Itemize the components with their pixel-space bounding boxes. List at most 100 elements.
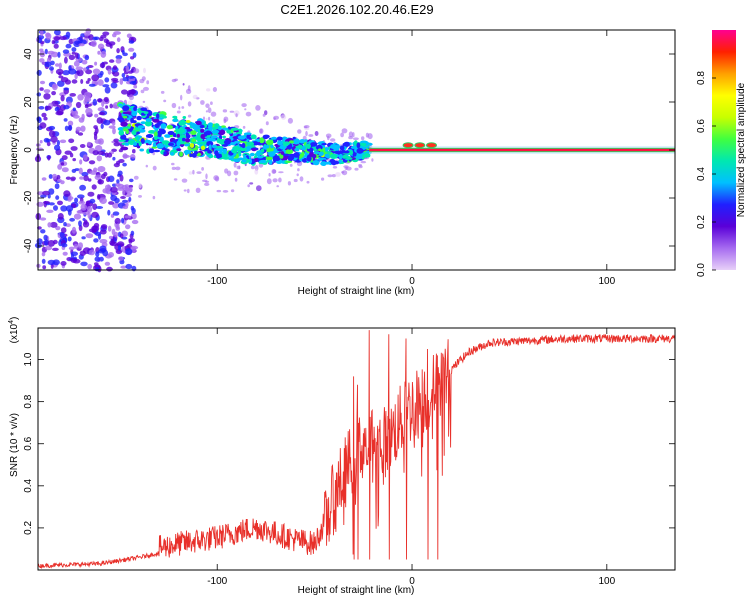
spectrogram-cell [80, 125, 86, 132]
spectrogram-cell [79, 176, 84, 180]
spectrogram-cell [94, 145, 103, 152]
spectrogram-cell [293, 178, 298, 183]
spectrogram-cell [128, 197, 132, 202]
spectrogram-cell [36, 238, 43, 245]
spectrogram-cell [151, 146, 158, 149]
spectrogram-cell [55, 226, 61, 231]
spectrogram-x-ticks: -100 0 100 [207, 30, 616, 287]
snr-frame [37, 327, 676, 571]
spectrogram-cell [94, 36, 100, 41]
spectrogram-cell [76, 69, 84, 77]
spectrogram-cell [73, 40, 81, 48]
spectrogram-cell [324, 147, 329, 152]
spectrogram-cell [221, 144, 228, 147]
spectrogram-cell [200, 128, 205, 133]
spectrogram-cell [60, 77, 69, 83]
spectrogram-cell [190, 130, 197, 136]
spectrogram-cell [356, 142, 361, 149]
spectrogram-cell [73, 60, 80, 67]
spectrogram-cell [116, 179, 120, 184]
spectrogram-cell [237, 135, 246, 140]
spectrogram-cell [129, 81, 137, 85]
spectrogram-cell [172, 115, 178, 119]
spectrogram-cell [52, 247, 59, 251]
spectrogram-cell [273, 115, 279, 120]
spectrogram-cell [244, 108, 247, 111]
spectrogram-cell [120, 196, 126, 199]
spectrogram-cell [108, 235, 114, 240]
spectrogram-cell [233, 140, 241, 144]
spectrogram-cell [132, 120, 137, 124]
spectrogram-cell [44, 61, 52, 68]
spectrogram-cell [62, 49, 70, 54]
spectrogram-cell [258, 159, 267, 164]
spectrogram-cell [335, 172, 341, 177]
spectrogram-cell [97, 50, 101, 55]
spectrogram-cell [100, 224, 108, 230]
spectrogram-cell [96, 98, 103, 103]
spectrogram-cell [69, 93, 76, 97]
spectrogram-cell [108, 201, 115, 205]
spectrogram-cell [50, 221, 58, 228]
spectrogram-cell [112, 121, 116, 126]
spectrogram-cell [341, 128, 348, 134]
spectrogram-cell [120, 146, 129, 151]
spectrogram-cell [65, 176, 71, 180]
spectrogram-cell [287, 117, 293, 124]
spectrogram-cell [371, 158, 374, 162]
spectrogram-cell [354, 167, 359, 171]
spectrogram-cell [77, 209, 83, 214]
spectrogram-cell [102, 84, 110, 88]
spectrogram-cell [257, 155, 264, 159]
spectrogram-cell [183, 149, 192, 155]
spectrogram-cell [187, 85, 191, 92]
spectrogram-cell [43, 200, 50, 205]
spectrogram-cell [67, 124, 73, 131]
spectrogram-cell [224, 168, 229, 174]
spectrogram-cell [71, 226, 77, 234]
spectrogram-cell [199, 124, 205, 129]
spectrogram-cell [122, 189, 126, 196]
spectrogram-cell [81, 113, 85, 121]
spectrogram-cell [204, 180, 210, 183]
spectrogram-cell [348, 136, 353, 140]
spectrogram-cell [191, 152, 197, 158]
spectrogram-cell [95, 206, 104, 209]
spectrogram-cell [113, 142, 121, 147]
spectrogram-cell [289, 154, 295, 160]
spectrogram-cell [65, 43, 72, 49]
spectrogram-cell [234, 177, 238, 182]
spectrogram-cell [322, 147, 326, 153]
spectrogram-cell [133, 106, 137, 111]
spectrogram-cell [109, 103, 113, 109]
spectrogram-cell [158, 114, 165, 118]
spectrogram-cell [70, 146, 78, 151]
spectrogram-cell [99, 229, 107, 235]
spectrogram-cells [34, 28, 374, 273]
spectrogram-cell [120, 121, 128, 127]
spectrogram-cell [46, 209, 54, 213]
spectrogram-cell [176, 110, 181, 114]
spectrogram-cell [62, 251, 68, 256]
spectrogram-cell [205, 173, 208, 180]
spectrogram-cell [164, 134, 172, 138]
spectrogram-cell [80, 203, 87, 211]
spectrogram-cell [48, 202, 55, 206]
spectrogram-cell [152, 165, 157, 171]
spectrogram-cell [124, 215, 132, 219]
spectrogram-cell [212, 138, 216, 142]
spectrogram-cell [117, 117, 124, 121]
spectrogram-cell [85, 103, 92, 107]
spectrogram-y-tick-label: -40 [23, 238, 34, 253]
spectrogram-cell [179, 151, 184, 157]
snr-y-label: SNR (10 * v/v) [9, 413, 20, 477]
spectrogram-cell [75, 66, 84, 71]
spectrogram-cell [355, 155, 362, 160]
spectrogram-cell [39, 48, 44, 52]
spectrogram-cell [128, 89, 137, 95]
spectrogram-cell [117, 183, 124, 189]
spectrogram-cell [216, 189, 222, 193]
spectrogram-cell [299, 139, 305, 144]
spectrogram-cell [301, 147, 306, 151]
spectrogram-cell [251, 148, 257, 152]
